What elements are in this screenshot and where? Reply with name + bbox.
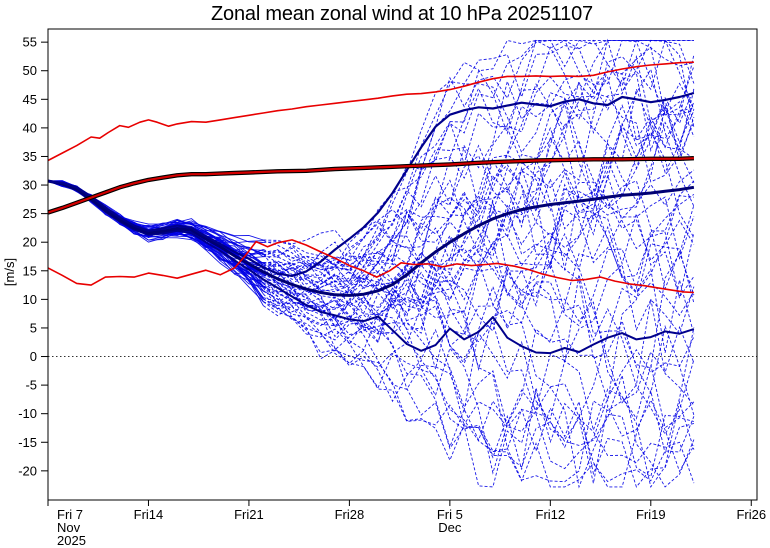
y-tick-label: 0 [30, 349, 37, 364]
ensemble-member-line [263, 89, 695, 306]
x-tick-label: Fri 7 [57, 507, 83, 522]
ensemble-member-line [263, 180, 695, 330]
y-tick-label: 30 [23, 178, 37, 193]
climatology-percentile-lines [47, 61, 694, 294]
ensemble-member-line [263, 188, 695, 370]
ensemble-mean-line [47, 179, 695, 297]
ensemble-member-line [263, 39, 695, 249]
x-tick-label: Fri21 [234, 507, 264, 522]
x-tick-label: Fri26 [736, 507, 766, 522]
climatology-lower-percentile-line [47, 239, 694, 294]
y-tick-label: 35 [23, 149, 37, 164]
y-axis-ticks: -20 -15 -10 -5 0 5 10 15 20 25 30 35 40 45 50 55 [18, 35, 48, 478]
highlight-low-member-line [47, 180, 695, 355]
highlight-lines [47, 91, 695, 355]
ensemble-member-line [263, 46, 695, 321]
plot-frame [47, 28, 758, 501]
chart-title: Zonal mean zonal wind at 10 hPa 20251107 [211, 3, 593, 25]
ensemble-member-line [263, 97, 695, 290]
ensemble-members [47, 38, 695, 489]
ensemble-member-line [263, 104, 695, 268]
ensemble-member-line [263, 305, 695, 488]
y-tick-label: 40 [23, 120, 37, 135]
x-tick-label: Fri14 [134, 507, 164, 522]
ensemble-member-line [263, 252, 695, 483]
y-tick-label: 25 [23, 206, 37, 221]
ensemble-member-line [263, 271, 695, 488]
y-tick-label: 20 [23, 235, 37, 250]
ensemble-member-line [262, 46, 695, 300]
y-tick-label: 5 [30, 320, 37, 335]
ensemble-member-line [263, 87, 695, 314]
x-tick-label: Fri12 [536, 507, 566, 522]
ensemble-member-line [263, 39, 695, 270]
y-tick-label: 15 [23, 263, 37, 278]
y-axis-label: [m/s] [2, 258, 17, 286]
ensemble-member-line [263, 101, 695, 307]
y-tick-label: -15 [18, 435, 37, 450]
ensemble-member-line [263, 259, 695, 418]
x-tick-sublabel: Nov [57, 520, 81, 535]
y-tick-label: 10 [23, 292, 37, 307]
ensemble-member-line [262, 88, 695, 338]
ensemble-member-line [263, 232, 695, 406]
climatology-upper-percentile-line [47, 61, 694, 162]
ensemble-member-line [263, 243, 695, 475]
y-tick-label: 50 [23, 63, 37, 78]
ensemble-member-line [263, 131, 695, 312]
y-tick-label: -20 [18, 463, 37, 478]
ensemble-member-line [262, 263, 695, 449]
ensemble-member-line [263, 285, 695, 488]
control-forecast-line [47, 91, 695, 277]
ensemble-member-line [263, 197, 695, 353]
ensemble-member-line [263, 199, 695, 436]
ensemble-member-line [263, 195, 694, 301]
climatology-mean-line [47, 156, 694, 215]
axes [47, 28, 758, 501]
ensemble-member-line [263, 263, 695, 489]
ensemble-member-line [262, 293, 695, 484]
ensemble-member-line [262, 286, 695, 488]
x-tick-sublabel: 2025 [57, 533, 86, 548]
ensemble-member-line [263, 121, 695, 283]
ensemble-member-line [263, 154, 695, 416]
x-tick-sublabel: Dec [438, 520, 462, 535]
ensemble-member-line [263, 240, 695, 470]
ensemble-member-line [263, 155, 695, 298]
ensemble-member-line [263, 68, 695, 336]
y-tick-label: 45 [23, 92, 37, 107]
ensemble-member-line [47, 180, 264, 295]
ensemble-member-line [263, 205, 695, 369]
climatology-mean-core [47, 157, 694, 214]
ensemble-member-line [262, 76, 694, 344]
ensemble-member-line [262, 55, 695, 315]
x-tick-label: Fri28 [335, 507, 365, 522]
x-tick-label: Fri19 [636, 507, 666, 522]
y-tick-label: -5 [25, 378, 37, 393]
ensemble-member-line [263, 235, 695, 488]
ensemble-member-line [263, 39, 695, 285]
ensemble-member-line [263, 282, 695, 432]
x-tick-label: Fri 5 [437, 507, 463, 522]
y-tick-label: -10 [18, 406, 37, 421]
y-tick-label: 55 [23, 35, 37, 50]
